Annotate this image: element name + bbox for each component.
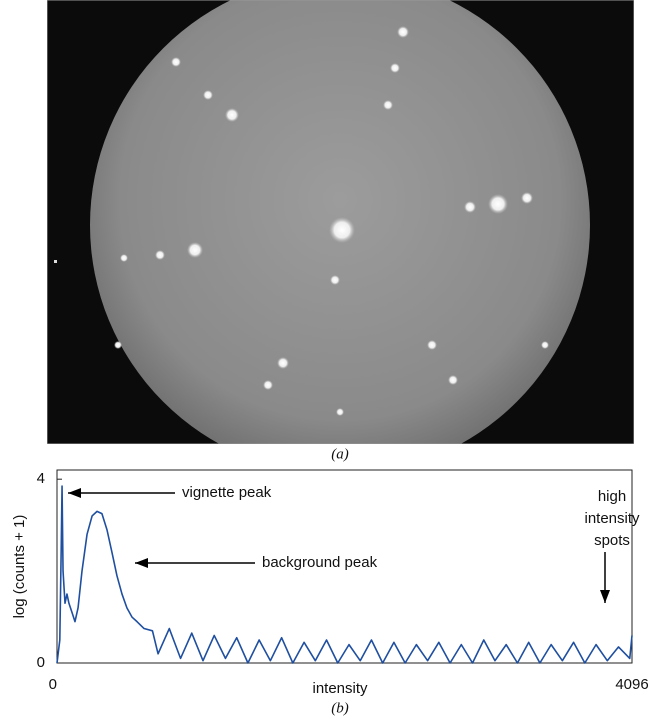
marker xyxy=(54,260,57,263)
x-axis-label: intensity xyxy=(312,680,368,697)
annotation: background peak xyxy=(262,554,378,571)
arrow-head xyxy=(68,488,81,498)
annotation: vignette peak xyxy=(182,484,272,501)
panel-label: (a) xyxy=(331,446,349,462)
annotation: high xyxy=(598,488,626,505)
diffraction-image xyxy=(47,0,634,444)
plot-frame xyxy=(56,469,633,664)
arrow-head xyxy=(135,558,148,568)
y-axis-label: log (counts + 1) xyxy=(11,515,28,619)
annotation: spots xyxy=(594,532,630,549)
y-tick-label: 0 xyxy=(37,654,45,671)
arrow-head xyxy=(600,590,610,603)
x-tick-label: 0 xyxy=(49,676,57,693)
histogram-line xyxy=(56,485,633,664)
annotation: intensity xyxy=(584,510,640,527)
panel-label: (b) xyxy=(331,700,349,716)
y-tick-label: 4 xyxy=(37,470,45,487)
x-tick-label: 4096 xyxy=(615,676,648,693)
